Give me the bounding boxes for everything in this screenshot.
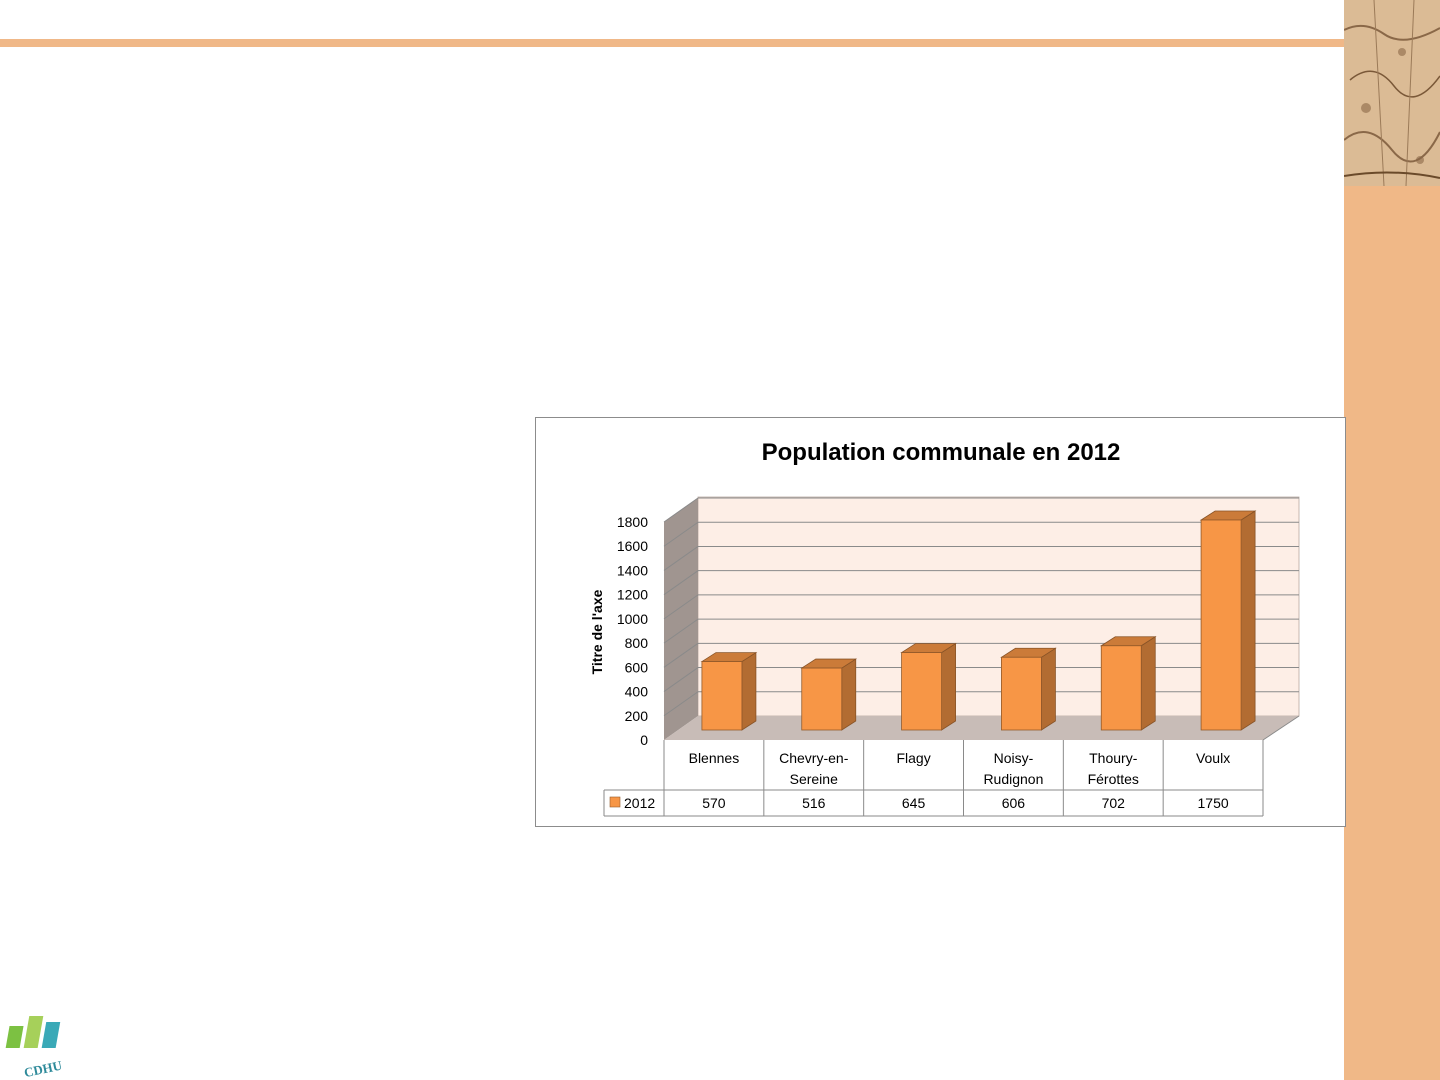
data-value-label: 645 (902, 795, 926, 811)
bar (901, 652, 942, 731)
legend-series-name: 2012 (624, 795, 655, 811)
bar (1100, 645, 1142, 731)
y-tick-label: 1800 (617, 514, 648, 530)
bar-side (1140, 636, 1156, 731)
bar (701, 661, 743, 731)
bar-side (841, 658, 857, 731)
y-tick-label: 1600 (617, 538, 648, 554)
gridline-side (663, 570, 699, 596)
decorative-map-image (1344, 0, 1440, 186)
category-label: Flagy (896, 750, 930, 766)
chart-frame: Population communale en 2012 Titre de l'… (535, 417, 1346, 827)
gridline-side (663, 642, 699, 668)
chart-side-wall (664, 498, 698, 740)
top-rule (0, 39, 1344, 47)
category-label: Chevry-en- (779, 750, 849, 766)
gridline-side (663, 497, 699, 523)
y-tick-label: 600 (625, 659, 649, 675)
category-label: Rudignon (983, 771, 1043, 787)
data-value-label: 702 (1102, 795, 1126, 811)
gridline-side (663, 594, 699, 620)
category-label: Voulx (1196, 750, 1230, 766)
cdhu-logo: CDHU (5, 1016, 64, 1080)
y-tick-label: 1000 (617, 611, 648, 627)
y-tick-label: 400 (625, 684, 649, 700)
bar-side (941, 642, 956, 731)
bar-side (1240, 510, 1256, 731)
data-value-label: 606 (1002, 795, 1026, 811)
legend-swatch (609, 796, 621, 808)
gridline-side (663, 521, 699, 547)
data-value-label: 570 (702, 795, 726, 811)
y-tick-label: 800 (625, 635, 649, 651)
category-label: Blennes (689, 750, 740, 766)
y-tick-label: 1400 (617, 562, 648, 578)
gridline-side (663, 667, 699, 692)
bar (801, 667, 843, 731)
chart-title: Population communale en 2012 (762, 439, 1121, 466)
bar-side (741, 651, 757, 731)
category-label: Thoury- (1089, 750, 1138, 766)
gridline-side (663, 546, 699, 571)
bar-side (1041, 647, 1056, 731)
y-tick-label: 200 (625, 708, 649, 724)
y-axis-title: Titre de l'axe (589, 589, 605, 674)
bar (1001, 656, 1042, 731)
category-label: Sereine (790, 771, 838, 787)
table-line (1262, 715, 1300, 741)
logo-text: CDHU (23, 1057, 64, 1080)
data-value-label: 516 (802, 795, 826, 811)
category-label: Noisy- (994, 750, 1034, 766)
category-label: Férottes (1088, 771, 1139, 787)
gridline-side (663, 691, 699, 717)
gridline-side (663, 618, 699, 644)
y-tick-label: 1200 (617, 587, 648, 603)
population-bar-chart: Population communale en 2012 Titre de l'… (589, 439, 1300, 817)
bar (1200, 519, 1242, 731)
y-tick-label: 0 (640, 732, 648, 748)
data-value-label: 1750 (1198, 795, 1229, 811)
